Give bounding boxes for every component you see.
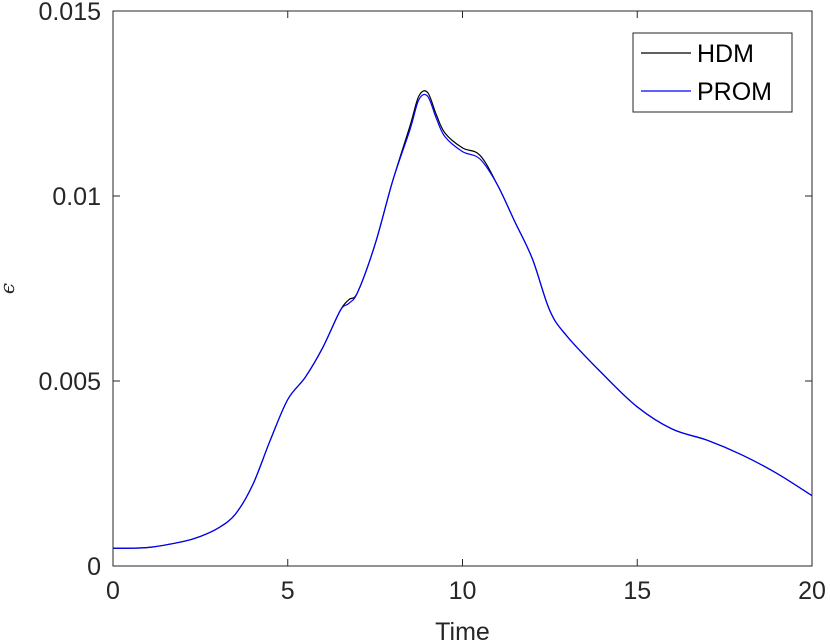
x-tick-label: 15 [623, 577, 651, 605]
y-tick-label: 0 [87, 553, 101, 581]
x-axis-label: Time [435, 618, 490, 643]
legend-label-hdm: HDM [697, 40, 754, 68]
y-tick-label: 0.015 [38, 0, 101, 26]
series-line-hdm [112, 90, 813, 549]
y-axis-label: ϵ [0, 283, 19, 294]
legend-items: HDM PROM [641, 40, 772, 106]
x-tick-label: 20 [798, 577, 826, 605]
x-tick-label: 0 [106, 577, 120, 605]
series-layer [112, 90, 813, 549]
legend-label-prom: PROM [697, 78, 772, 106]
x-tick-label: 10 [449, 577, 477, 605]
legend-box [632, 32, 793, 113]
y-tick-label: 0.005 [38, 368, 101, 396]
x-tick-label: 5 [281, 577, 295, 605]
ticks-layer: 0 5 10 15 20 0 0.005 0.01 0.015 [38, 0, 825, 605]
series-line-prom [112, 93, 813, 549]
y-tick-label: 0.01 [52, 183, 101, 211]
legend: HDM PROM [632, 32, 793, 113]
